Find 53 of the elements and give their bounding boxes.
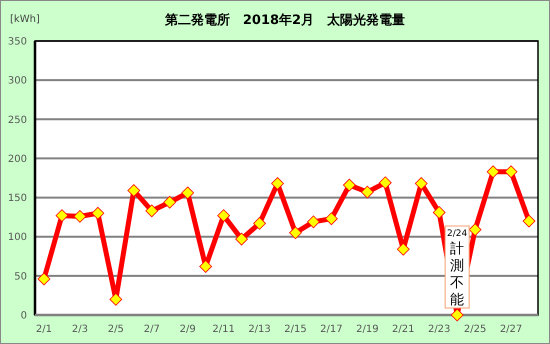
point — [92, 206, 104, 220]
x-tick-label: 2/21 — [392, 324, 414, 335]
point — [235, 232, 248, 246]
y-tick-label: 350 — [8, 36, 27, 48]
y-tick-label: 50 — [14, 271, 27, 282]
y-axis-title: [kWh] — [10, 14, 40, 25]
x-tick-label: 2/15 — [284, 324, 307, 335]
x-tick-label: 2/25 — [464, 324, 486, 335]
x-tick-label: 2/27 — [500, 324, 522, 335]
point — [199, 260, 212, 273]
x-tick-label: 2/23 — [428, 324, 450, 335]
point — [74, 210, 86, 223]
point — [145, 204, 158, 218]
x-tick-label: 2/13 — [248, 324, 271, 335]
point — [38, 272, 50, 286]
point — [361, 186, 374, 198]
point — [307, 216, 320, 228]
point — [468, 223, 482, 236]
x-tick-label: 2/17 — [320, 324, 343, 335]
y-tick-label: 0 — [20, 310, 27, 322]
point — [253, 217, 266, 230]
point — [432, 206, 446, 219]
point — [181, 186, 194, 200]
point — [163, 196, 176, 209]
x-tick-label: 2/11 — [212, 324, 235, 335]
y-tick-label: 300 — [8, 76, 27, 87]
point — [56, 209, 68, 222]
point — [396, 242, 410, 256]
point — [414, 177, 428, 190]
x-tick-label: 2/9 — [180, 324, 196, 335]
point — [110, 293, 122, 306]
x-tick-label: 2/19 — [356, 324, 379, 335]
y-tick-label: 250 — [8, 114, 27, 126]
point — [343, 178, 356, 192]
point — [378, 176, 392, 190]
x-tick-label: 2/1 — [36, 324, 52, 335]
point — [486, 165, 500, 178]
point — [289, 226, 302, 240]
point — [271, 177, 284, 190]
point — [325, 212, 338, 226]
point — [450, 308, 464, 322]
y-tick-label: 100 — [8, 232, 27, 244]
x-tick-label: 2/5 — [108, 324, 124, 335]
y-tick-label: 150 — [8, 193, 27, 204]
point — [127, 184, 140, 197]
chart-title: 第二発電所 2018年2月 太陽光発電量 — [164, 12, 406, 28]
x-tick-label: 2/3 — [72, 324, 88, 335]
point — [504, 165, 518, 178]
annotation: 2/24 計測不能 — [447, 229, 468, 308]
x-tick-label: 2/7 — [144, 324, 160, 335]
point — [217, 209, 230, 222]
point — [522, 214, 536, 228]
y-tick-label: 200 — [8, 154, 27, 165]
